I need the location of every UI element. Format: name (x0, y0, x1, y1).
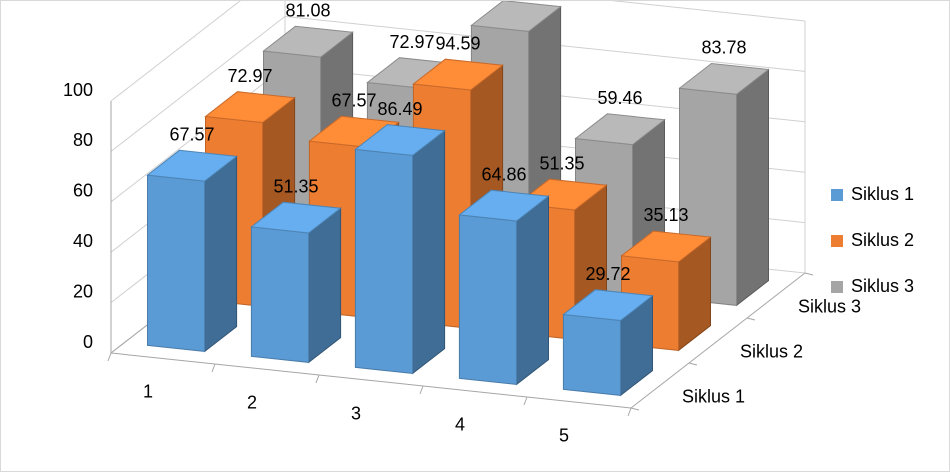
y-tick-label: 60 (73, 181, 93, 201)
bar-top-face (354, 124, 446, 156)
depth-tick-label: Siklus 3 (798, 296, 861, 316)
x-axis-tick (523, 396, 528, 406)
x-axis-tick (107, 352, 112, 362)
bar-top-face (620, 230, 712, 263)
legend-swatch-siklus-3 (831, 280, 843, 293)
back-wall-gridline (611, 1, 806, 22)
x-axis-tick (419, 385, 424, 395)
chart-labels: 0 20 40 60 80 100 1 2 3 4 5 Siklus 1 Siklus 2 Siklus … (63, 1, 861, 445)
x-tick-label: 5 (559, 425, 569, 445)
bar-top-face (470, 1, 562, 32)
floor-front-edge (110, 352, 632, 409)
data-label: 51.35 (539, 153, 584, 173)
data-label: 51.35 (273, 176, 318, 196)
x-tick-label: 4 (455, 414, 465, 434)
depth-axis-tick (688, 362, 698, 366)
depth-axis-tick (746, 317, 756, 321)
side-wall-gridline (110, 1, 241, 102)
data-label: 72.97 (389, 32, 434, 52)
y-tick-label: 20 (73, 281, 93, 301)
bar-front-face (562, 313, 622, 396)
depth-axis-tick (804, 272, 814, 276)
legend-item-siklus-3: Siklus 3 (831, 273, 914, 300)
legend-item-siklus-1: Siklus 1 (831, 181, 914, 208)
bar-siklus-1-cat-2 (250, 201, 342, 364)
bar-top-face (262, 25, 354, 58)
data-label: 83.78 (701, 38, 746, 58)
bar-side-face (308, 207, 342, 364)
chart-legend: Siklus 1 Siklus 2 Siklus 3 (831, 181, 914, 319)
legend-label-siklus-3: Siklus 3 (851, 276, 915, 296)
data-label: 86.49 (377, 99, 422, 119)
bar-front-face (147, 174, 206, 352)
bar-siklus-1-cat-3 (354, 124, 446, 375)
bar-top-face (204, 91, 296, 124)
bar-top-face (250, 201, 342, 234)
bar-side-face (204, 155, 238, 353)
bar-front-face (250, 226, 310, 363)
legend-item-siklus-2: Siklus 2 (831, 227, 914, 254)
bar-top-face (562, 289, 654, 322)
side-wall-gridline (110, 16, 286, 152)
bar-top-face (574, 113, 666, 146)
y-tick-label: 80 (73, 130, 93, 150)
data-label: 35.13 (643, 205, 688, 225)
y-tick-label: 40 (73, 231, 93, 251)
x-tick-label: 2 (247, 392, 257, 412)
y-tick-label: 0 (83, 332, 93, 352)
legend-label-siklus-2: Siklus 2 (851, 230, 915, 250)
data-label: 64.86 (481, 164, 526, 184)
bar-front-face (458, 214, 518, 385)
data-label: 67.57 (331, 90, 376, 110)
bar-siklus-1-cat-4 (458, 189, 550, 386)
bar-front-face (354, 148, 414, 374)
depth-tick-label: Siklus 2 (740, 341, 803, 361)
x-axis-tick (211, 363, 216, 373)
legend-swatch-siklus-1 (831, 188, 843, 201)
x-axis-tick (315, 374, 320, 384)
floor-right-edge (630, 272, 806, 409)
y-tick-label: 100 (63, 80, 93, 100)
x-tick-label: 3 (351, 403, 361, 423)
side-wall-gridline (110, 66, 286, 203)
depth-tick-label: Siklus 1 (682, 386, 745, 406)
x-tick-label: 1 (143, 381, 153, 401)
bar-side-face (412, 129, 446, 375)
bar-side-face (736, 68, 769, 307)
legend-swatch-siklus-2 (831, 234, 843, 247)
bar-side-face (516, 195, 549, 386)
bar-top-face (146, 149, 238, 182)
data-label: 72.97 (227, 66, 272, 86)
data-label: 67.57 (169, 124, 214, 144)
bar-top-face (458, 189, 550, 222)
chart-bars (146, 1, 770, 397)
data-label: 81.08 (285, 1, 330, 20)
data-label: 94.59 (435, 33, 480, 53)
data-label: 29.72 (585, 264, 630, 284)
data-label: 59.46 (597, 88, 642, 108)
bar-siklus-1-cat-5 (562, 289, 654, 397)
depth-axis-tick (630, 407, 640, 411)
bar-top-face (678, 62, 770, 95)
bar-siklus-1-cat-1 (146, 149, 238, 353)
legend-label-siklus-1: Siklus 1 (851, 184, 915, 204)
x-axis-tick (627, 407, 632, 417)
bar-top-face (412, 58, 504, 91)
